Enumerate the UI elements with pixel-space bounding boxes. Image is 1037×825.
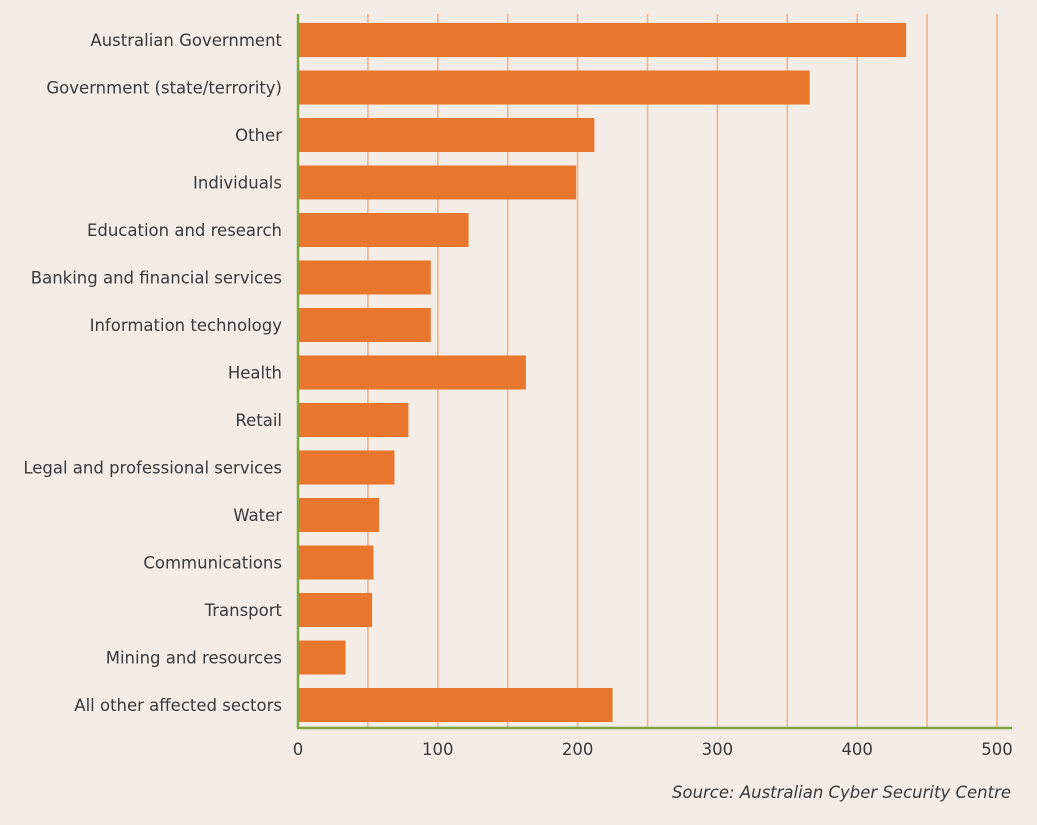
category-label: Australian Government: [90, 31, 282, 50]
bar: [298, 640, 346, 675]
source-note: Source: Australian Cyber Security Centre: [672, 783, 1011, 802]
category-label: Water: [233, 506, 282, 525]
bars: [298, 23, 907, 722]
bar: [298, 593, 373, 627]
category-label: Health: [228, 364, 282, 383]
category-label: All other affected sectors: [74, 696, 282, 715]
x-tick-label: 100: [422, 740, 454, 759]
category-label: Banking and financial services: [31, 269, 282, 288]
category-label: Legal and professional services: [23, 459, 282, 478]
category-label: Individuals: [193, 174, 282, 193]
category-label: Retail: [235, 411, 282, 430]
category-label: Mining and resources: [106, 649, 282, 668]
bar: [298, 355, 526, 390]
bar: [298, 70, 810, 105]
category-label: Education and research: [87, 221, 282, 240]
category-label: Government (state/terrority): [46, 79, 282, 98]
category-label: Other: [235, 126, 282, 145]
bar: [298, 308, 431, 342]
bar: [298, 545, 374, 580]
bar: [298, 260, 431, 295]
x-tick-label: 300: [702, 740, 734, 759]
x-tick-label: 400: [841, 740, 873, 759]
bar: [298, 688, 613, 722]
bar: [298, 450, 395, 485]
x-tick-label: 200: [562, 740, 594, 759]
category-label: Communications: [143, 554, 282, 573]
x-tick-labels: 0 100 200 300 400 500: [293, 740, 1013, 759]
x-tick-label: 500: [981, 740, 1013, 759]
bar: [298, 23, 907, 57]
category-labels: Australian Government Government (state/t…: [23, 31, 282, 715]
bar: [298, 118, 595, 152]
bar: [298, 498, 380, 532]
category-label: Information technology: [90, 316, 283, 335]
bar: [298, 165, 577, 200]
category-label: Transport: [204, 601, 283, 620]
x-tick-label: 0: [293, 740, 304, 759]
bar: [298, 403, 409, 437]
axes: [296, 14, 1012, 730]
bar: [298, 213, 469, 247]
